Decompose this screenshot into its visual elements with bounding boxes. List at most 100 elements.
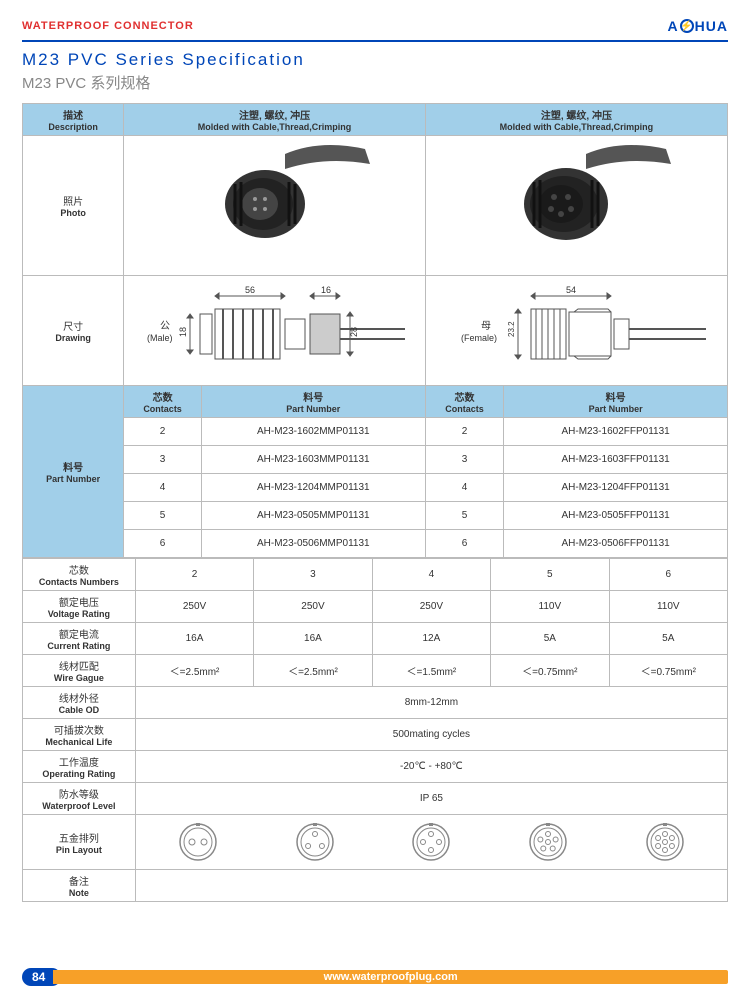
od-val: 8mm-12mm xyxy=(135,687,727,719)
row-drawing-en: Drawing xyxy=(27,333,119,343)
svg-text:54: 54 xyxy=(566,285,576,295)
spec-grid: 芯数Contacts Numbers 2 3 4 5 6 额定电压Voltage… xyxy=(22,558,728,902)
spec-t-cn: 工作温度 xyxy=(27,754,131,769)
cn-2: 4 xyxy=(372,559,490,591)
cn-4: 6 xyxy=(609,559,727,591)
spec-title-en: M23 PVC Series Specification xyxy=(22,50,728,70)
row-drawing-cn: 尺寸 xyxy=(27,318,119,333)
f-pn-0: AH-M23-1602FFP01131 xyxy=(504,418,728,446)
f-pn-1: AH-M23-1603FFP01131 xyxy=(504,446,728,474)
row-photo-en: Photo xyxy=(27,208,119,218)
c-2: 12A xyxy=(372,623,490,655)
spec-v-cn: 额定电压 xyxy=(27,594,131,609)
c-3: 5A xyxy=(491,623,609,655)
pin-layout-row xyxy=(140,818,723,866)
spec-od-cn: 线材外径 xyxy=(27,690,131,705)
female-connector-photo xyxy=(466,144,686,264)
v-4: 110V xyxy=(609,591,727,623)
hdr-desc-cn: 描述 xyxy=(27,107,119,122)
m-pn-1: AH-M23-1603MMP01131 xyxy=(201,446,425,474)
spec-w-cn: 线材匹配 xyxy=(27,658,131,673)
svg-text:28: 28 xyxy=(349,327,359,337)
v-3: 110V xyxy=(491,591,609,623)
f-c-3: 5 xyxy=(425,502,503,530)
m-c-0: 2 xyxy=(124,418,201,446)
f-c-2: 4 xyxy=(425,474,503,502)
spec-pin-cn: 五金排列 xyxy=(27,830,131,845)
spec-c-en: Current Rating xyxy=(27,641,131,651)
m-c-2: 4 xyxy=(124,474,201,502)
spec-c-cn: 额定电流 xyxy=(27,626,131,641)
m-pn-0: AH-M23-1602MMP01131 xyxy=(201,418,425,446)
spec-pin-en: Pin Layout xyxy=(27,845,131,855)
brand-logo: A ⚡ HUA xyxy=(668,18,728,34)
pin-layout-5-icon xyxy=(528,822,568,862)
spec-t-en: Operating Rating xyxy=(27,769,131,779)
svg-text:(Female): (Female) xyxy=(461,333,497,343)
logo-hua: HUA xyxy=(695,18,728,34)
f-pn-3: AH-M23-0505FFP01131 xyxy=(504,502,728,530)
sub-contacts-en-1: Contacts xyxy=(128,404,196,414)
hdr-mold-cn-2: 注塑, 螺纹, 冲压 xyxy=(430,107,723,122)
spec-ml-cn: 可插拔次数 xyxy=(27,722,131,737)
pin-layout-3-icon xyxy=(295,822,335,862)
logo-bolt-icon: ⚡ xyxy=(680,19,694,33)
pin-layout-2-icon xyxy=(178,822,218,862)
pin-layout-4-icon xyxy=(411,822,451,862)
svg-text:56: 56 xyxy=(245,285,255,295)
v-1: 250V xyxy=(254,591,372,623)
f-c-0: 2 xyxy=(425,418,503,446)
cn-0: 2 xyxy=(135,559,253,591)
svg-text:23.2: 23.2 xyxy=(507,321,516,337)
spec-wp-en: Waterproof Level xyxy=(27,801,131,811)
hdr-mold-cn-1: 注塑, 螺纹, 冲压 xyxy=(128,107,420,122)
w-2: ＜=1.5mm² xyxy=(372,655,490,687)
w-1: ＜=2.5mm² xyxy=(254,655,372,687)
f-c-4: 6 xyxy=(425,530,503,558)
hdr-desc-en: Description xyxy=(27,122,119,132)
w-0: ＜=2.5mm² xyxy=(135,655,253,687)
sub-pn-en-2: Part Number xyxy=(508,404,723,414)
row-partnum-en: Part Number xyxy=(27,474,119,484)
hdr-mold-en-1: Molded with Cable,Thread,Crimping xyxy=(128,122,420,132)
cn-3: 5 xyxy=(491,559,609,591)
footer-url: www.waterproofplug.com xyxy=(53,970,728,984)
spec-note-cn: 备注 xyxy=(27,873,131,888)
w-3: ＜=0.75mm² xyxy=(491,655,609,687)
hdr-mold-en-2: Molded with Cable,Thread,Crimping xyxy=(430,122,723,132)
sub-contacts-cn-1: 芯数 xyxy=(128,389,196,404)
ml-val: 500mating cycles xyxy=(135,719,727,751)
v-2: 250V xyxy=(372,591,490,623)
c-1: 16A xyxy=(254,623,372,655)
t-val: -20℃ - +80℃ xyxy=(135,751,727,783)
spec-od-en: Cable OD xyxy=(27,705,131,715)
m-pn-2: AH-M23-1204MMP01131 xyxy=(201,474,425,502)
wp-val: IP 65 xyxy=(135,783,727,815)
m-c-3: 5 xyxy=(124,502,201,530)
page-footer: 84 www.waterproofplug.com xyxy=(22,968,728,986)
header-divider xyxy=(22,40,728,42)
note-val xyxy=(135,870,727,902)
spec-note-en: Note xyxy=(27,888,131,898)
female-drawing: 54 23.2 母 (Female) xyxy=(446,284,706,374)
male-connector-photo xyxy=(165,144,385,264)
spec-title-cn: M23 PVC 系列规格 xyxy=(22,72,728,93)
spec-cn-en: Contacts Numbers xyxy=(27,577,131,587)
f-pn-2: AH-M23-1204FFP01131 xyxy=(504,474,728,502)
f-c-1: 3 xyxy=(425,446,503,474)
w-4: ＜=0.75mm² xyxy=(609,655,727,687)
svg-text:16: 16 xyxy=(321,285,331,295)
m-pn-3: AH-M23-0505MMP01131 xyxy=(201,502,425,530)
c-4: 5A xyxy=(609,623,727,655)
cn-1: 3 xyxy=(254,559,372,591)
m-pn-4: AH-M23-0506MMP01131 xyxy=(201,530,425,558)
sub-contacts-en-2: Contacts xyxy=(430,404,499,414)
v-0: 250V xyxy=(135,591,253,623)
male-drawing: 56 16 18 28 公 (Male) xyxy=(145,284,405,374)
svg-text:公: 公 xyxy=(160,321,170,332)
svg-text:18: 18 xyxy=(178,327,188,337)
spec-v-en: Voltage Rating xyxy=(27,609,131,619)
sub-pn-cn-2: 料号 xyxy=(508,389,723,404)
pin-layout-6-icon xyxy=(645,822,685,862)
spec-w-en: Wire Gague xyxy=(27,673,131,683)
